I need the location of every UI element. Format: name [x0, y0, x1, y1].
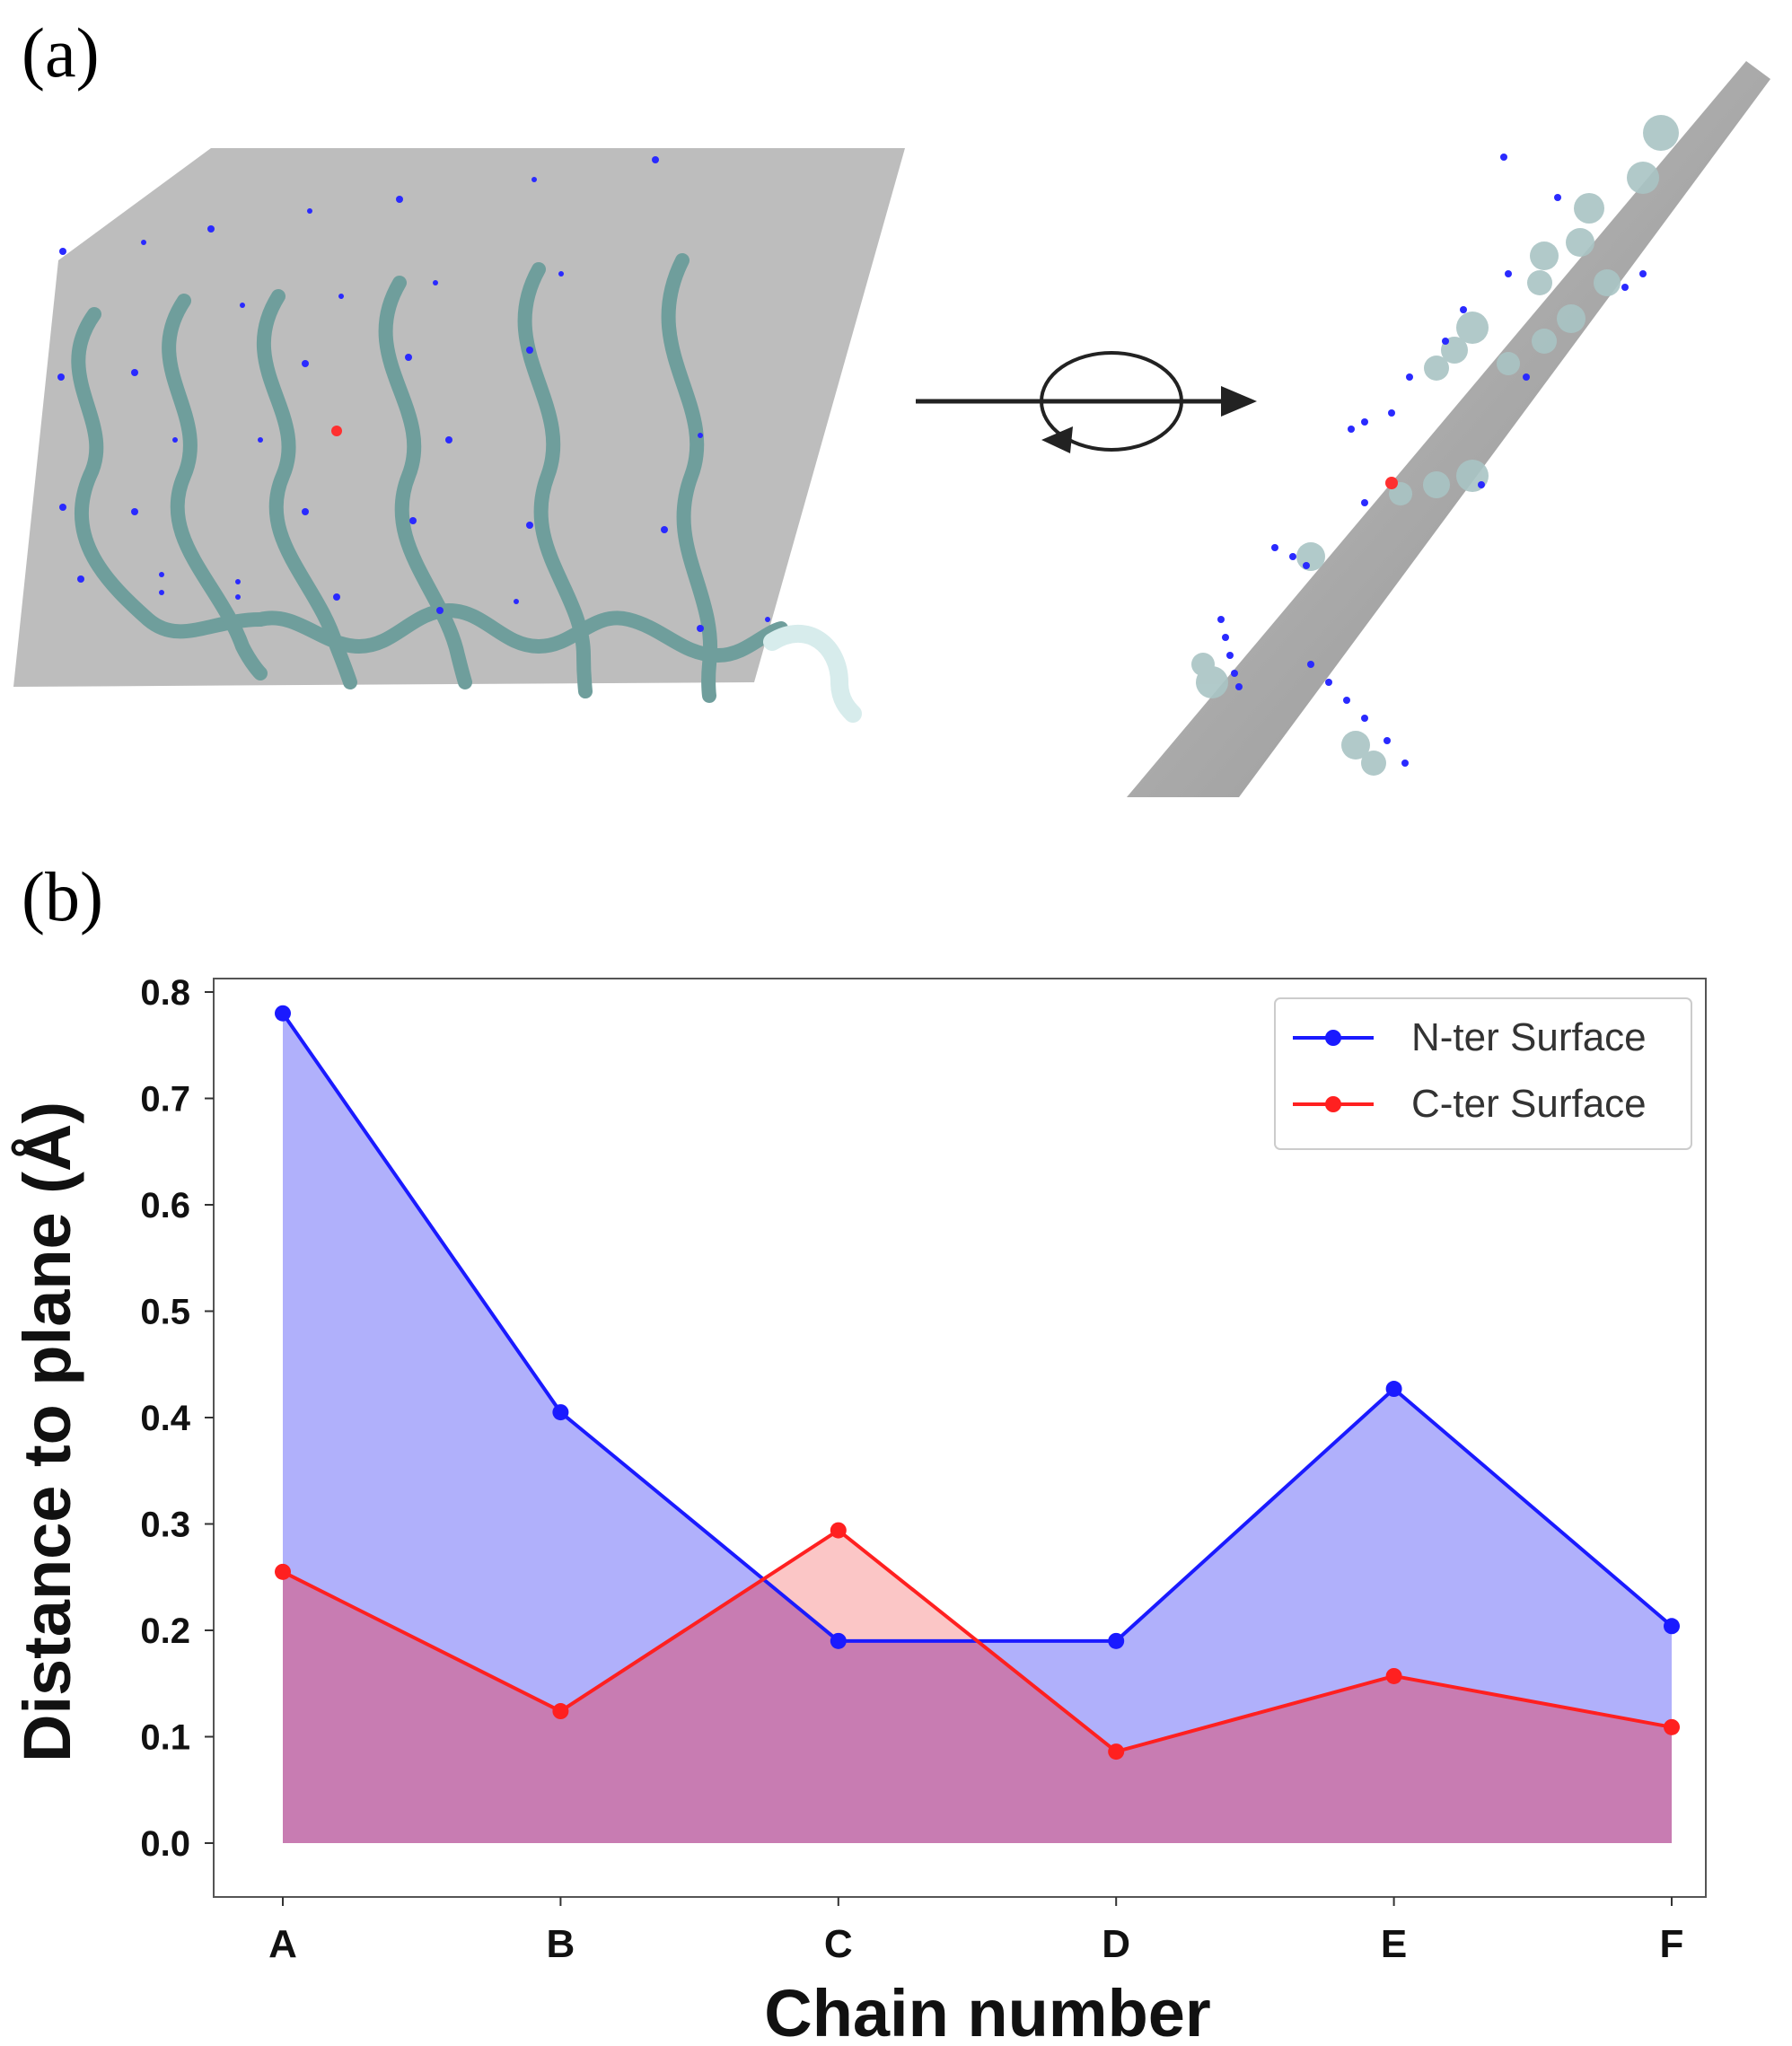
x-tick-label: B: [547, 1922, 575, 1966]
x-axis: A B C D E F: [268, 1897, 1683, 1966]
c-ter-line: [282, 1528, 1673, 1754]
atom-dots: [57, 156, 770, 632]
chain-tail: [763, 624, 862, 723]
overlap-area-fill: [283, 1571, 1672, 1843]
c-ter-point-f: [1664, 1718, 1680, 1735]
n-ter-area-fill: [283, 1013, 1672, 1843]
legend-n-ter-label: N-ter Surface: [1411, 1015, 1647, 1059]
series-points: [275, 1005, 1680, 1761]
y-tick-label: 0.7: [140, 1080, 190, 1120]
molecule-illustration: [13, 61, 1770, 797]
peptide-chains: [71, 253, 788, 703]
c-ter-point-e: [1385, 1667, 1402, 1684]
c-ter-point-a: [275, 1563, 291, 1580]
c-ter-point-b: [552, 1703, 569, 1720]
side-view-beads: [1191, 115, 1679, 776]
legend-c-ter-label: C-ter Surface: [1411, 1082, 1647, 1126]
panel-a-label: (a): [22, 13, 100, 92]
side-c-ter-atom: [1385, 477, 1398, 489]
y-axis: 0.0 0.1 0.2 0.3 0.4 0.5 0.6 0.7 0.8: [140, 973, 214, 1864]
membrane-plane-side: [1127, 61, 1770, 797]
y-axis-label: Distance to plane (Å): [10, 1102, 84, 1762]
legend-box: [1274, 997, 1692, 1150]
panel-b-label: (b): [22, 857, 103, 935]
x-tick-label: C: [824, 1922, 853, 1966]
y-tick-label: 0.4: [140, 1399, 190, 1438]
c-ter-point-c: [830, 1522, 847, 1539]
side-view-atoms: [1217, 154, 1647, 767]
y-tick-label: 0.2: [140, 1611, 190, 1651]
n-ter-point-f: [1664, 1618, 1680, 1635]
n-ter-point-e: [1385, 1381, 1402, 1398]
legend-n-ter-marker: [1325, 1030, 1341, 1046]
y-tick-label: 0.1: [140, 1718, 190, 1758]
series-lines: [281, 1012, 1673, 1754]
y-tick-label: 0.0: [140, 1824, 190, 1864]
y-tick-label: 0.6: [140, 1186, 190, 1225]
n-ter-point-a: [275, 1005, 291, 1022]
n-ter-point-c: [830, 1632, 847, 1649]
x-tick-label: D: [1102, 1922, 1130, 1966]
y-tick-label: 0.5: [140, 1293, 190, 1332]
area-fills: [283, 1013, 1672, 1843]
x-tick-label: E: [1381, 1922, 1407, 1966]
n-ter-point-b: [552, 1404, 569, 1421]
rotation-arrow: [916, 351, 1257, 453]
x-tick-label: A: [268, 1922, 297, 1966]
x-axis-label: Chain number: [764, 1976, 1210, 2046]
n-ter-point-d: [1108, 1632, 1125, 1649]
x-tick-label: F: [1660, 1922, 1684, 1966]
c-ter-atom: [331, 426, 342, 436]
legend-c-ter-marker: [1325, 1096, 1341, 1112]
y-tick-label: 0.8: [140, 973, 190, 1013]
legend: N-ter Surface C-ter Surface: [1274, 997, 1692, 1150]
y-tick-label: 0.3: [140, 1506, 190, 1545]
c-ter-point-d: [1108, 1743, 1125, 1761]
